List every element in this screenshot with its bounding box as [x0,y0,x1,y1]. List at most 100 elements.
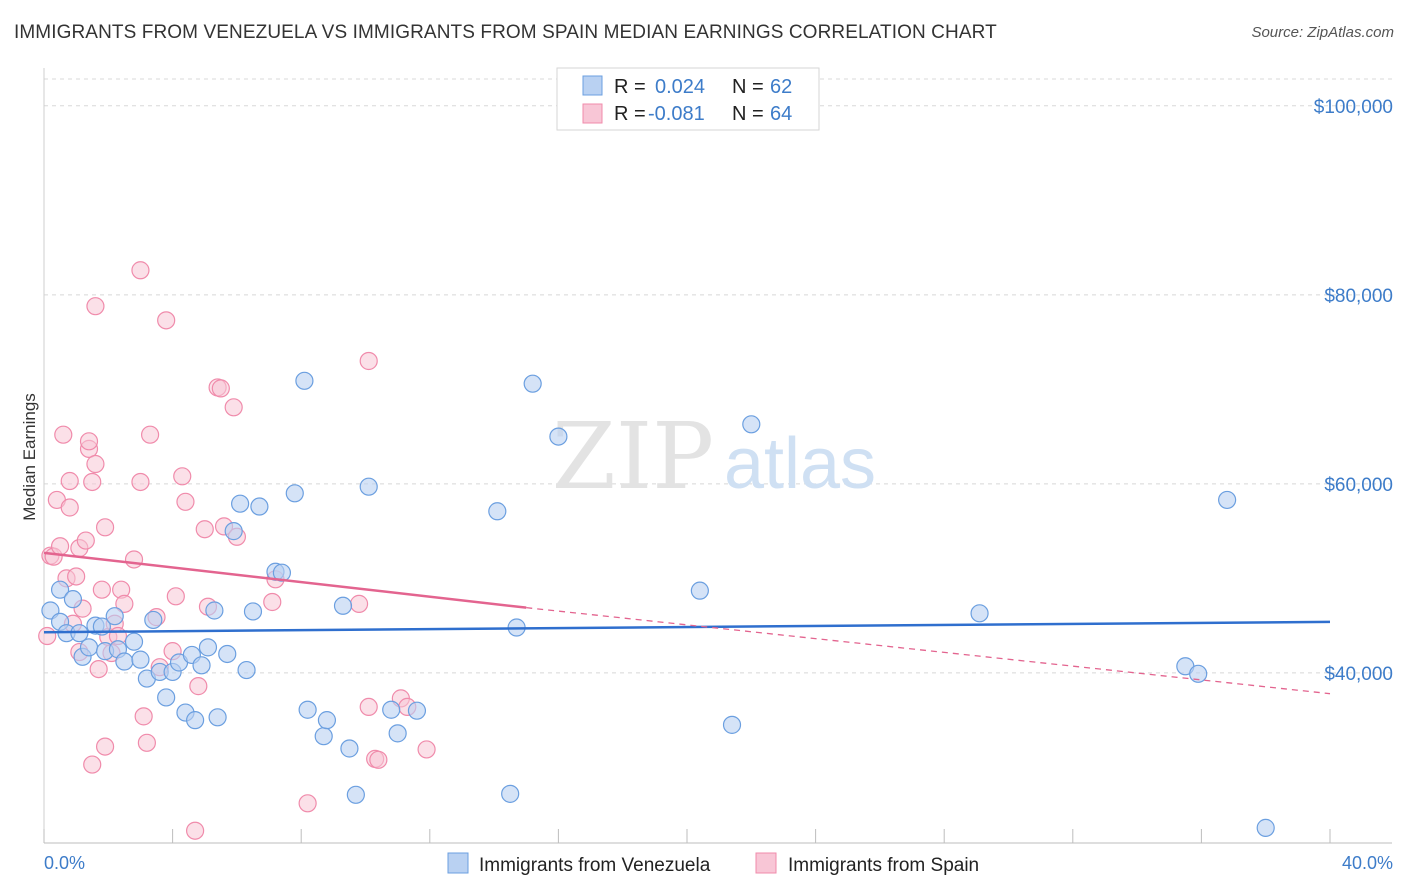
legend-swatch-spain [582,103,603,124]
point-spain [263,592,282,612]
point-venezuela [79,638,99,657]
point-spain [86,454,105,474]
point-venezuela [124,632,144,651]
stats-legend: R = 0.024 N = 62 R = -0.081 N = 64 [556,67,820,131]
point-venezuela [272,563,292,582]
point-venezuela [243,602,263,621]
point-venezuela [488,502,507,521]
legend-n-label-spain: N = [732,103,764,125]
point-venezuela [359,477,378,496]
point-spain [131,472,150,492]
point-spain [76,531,95,550]
point-spain [67,567,86,586]
point-venezuela [157,688,176,707]
point-spain [60,471,79,491]
point-venezuela [314,727,333,746]
point-spain [166,587,185,606]
point-venezuela [317,711,337,730]
point-venezuela [407,701,427,720]
point-venezuela [388,724,407,743]
series-spain-points [38,261,436,840]
watermark-zip: ZIP [552,403,714,510]
point-spain [83,755,102,774]
y-tick-label: $40,000 [1324,664,1393,685]
source-label: Source: ZipAtlas.com [1251,24,1394,41]
trend-lines [43,551,1331,695]
legend-swatch-venezuela [582,75,603,96]
point-venezuela [742,415,761,434]
bottom-legend-spain: Immigrants from Spain [788,855,979,876]
point-venezuela [285,484,304,503]
point-spain [195,520,214,539]
point-spain [186,821,205,840]
watermark-atlas: atlas [724,424,876,504]
point-spain [173,467,192,486]
point-spain [95,737,115,756]
point-spain [224,398,243,417]
horizontal-gridlines [44,78,1392,674]
point-spain [50,537,70,556]
point-venezuela [50,580,70,599]
series-venezuela-points [41,371,1275,837]
point-venezuela [722,715,742,734]
legend-n-venezuela: 62 [770,76,792,98]
point-spain [60,498,79,517]
point-spain [157,311,176,330]
point-spain [176,492,195,511]
legend-r-spain: -0.081 [648,103,705,125]
point-spain [79,432,99,451]
point-venezuela [237,660,256,680]
point-spain [298,794,317,813]
point-spain [92,580,111,599]
point-venezuela [382,700,401,719]
point-spain [359,351,378,371]
y-axis-title: Median Earnings [20,393,39,521]
watermark: ZIP atlas [552,403,876,510]
bottom-legend-venezuela: Immigrants from Venezuela [479,855,711,876]
point-spain [83,472,102,492]
point-spain [140,425,160,444]
point-venezuela [1189,664,1208,683]
point-spain [54,425,73,444]
point-venezuela [298,700,317,719]
point-venezuela [501,784,520,803]
point-venezuela [131,650,150,669]
point-spain [115,594,134,613]
point-spain [131,261,150,280]
y-axis-tick-labels: $40,000 $60,000 $80,000 $100,000 [1314,97,1393,685]
point-spain [189,677,208,696]
point-venezuela [144,610,163,630]
point-venezuela [523,374,542,393]
x-tick-label-min: 0.0% [44,853,85,873]
point-venezuela [250,497,269,516]
point-venezuela [205,601,224,620]
point-venezuela [231,494,250,513]
point-spain [89,659,108,679]
legend-r-label-venezuela: R = [614,76,646,98]
point-venezuela [333,596,353,615]
y-tick-label: $100,000 [1314,97,1393,118]
point-venezuela [198,638,218,657]
legend-r-label-spain: R = [614,103,646,125]
legend-n-label-venezuela: N = [732,76,764,98]
point-venezuela [1218,490,1237,510]
x-tick-label-max: 40.0% [1342,853,1393,873]
point-venezuela [970,604,989,623]
bottom-legend-swatch-spain [755,852,777,874]
legend-r-venezuela: 0.024 [655,76,705,98]
point-venezuela [1256,818,1275,837]
bottom-legend-swatch-venezuela [447,852,469,874]
point-spain [369,750,388,769]
point-venezuela [63,590,83,609]
series-legend: Immigrants from Venezuela Immigrants fro… [447,852,979,876]
point-spain [211,379,230,398]
y-tick-label: $80,000 [1324,286,1393,307]
point-venezuela [346,785,365,804]
point-spain [359,697,378,717]
point-spain [134,707,153,726]
legend-n-spain: 64 [770,103,792,125]
point-spain [137,733,156,752]
point-venezuela [340,739,359,758]
point-spain [124,550,144,569]
